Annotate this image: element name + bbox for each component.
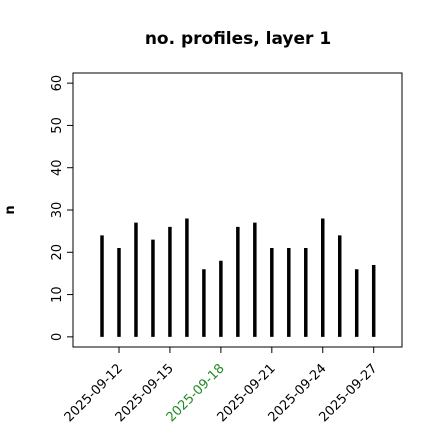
y-tick-label: 20 bbox=[50, 244, 65, 261]
y-axis-label: n bbox=[3, 205, 18, 214]
y-tick-label: 50 bbox=[50, 117, 65, 134]
y-tick-label: 60 bbox=[50, 75, 65, 92]
chart-title: no. profiles, layer 1 bbox=[145, 29, 331, 49]
y-tick-label: 30 bbox=[50, 202, 65, 219]
y-tick-label: 0 bbox=[50, 333, 65, 341]
y-tick-label: 10 bbox=[50, 286, 65, 303]
y-tick-label: 40 bbox=[50, 159, 65, 176]
